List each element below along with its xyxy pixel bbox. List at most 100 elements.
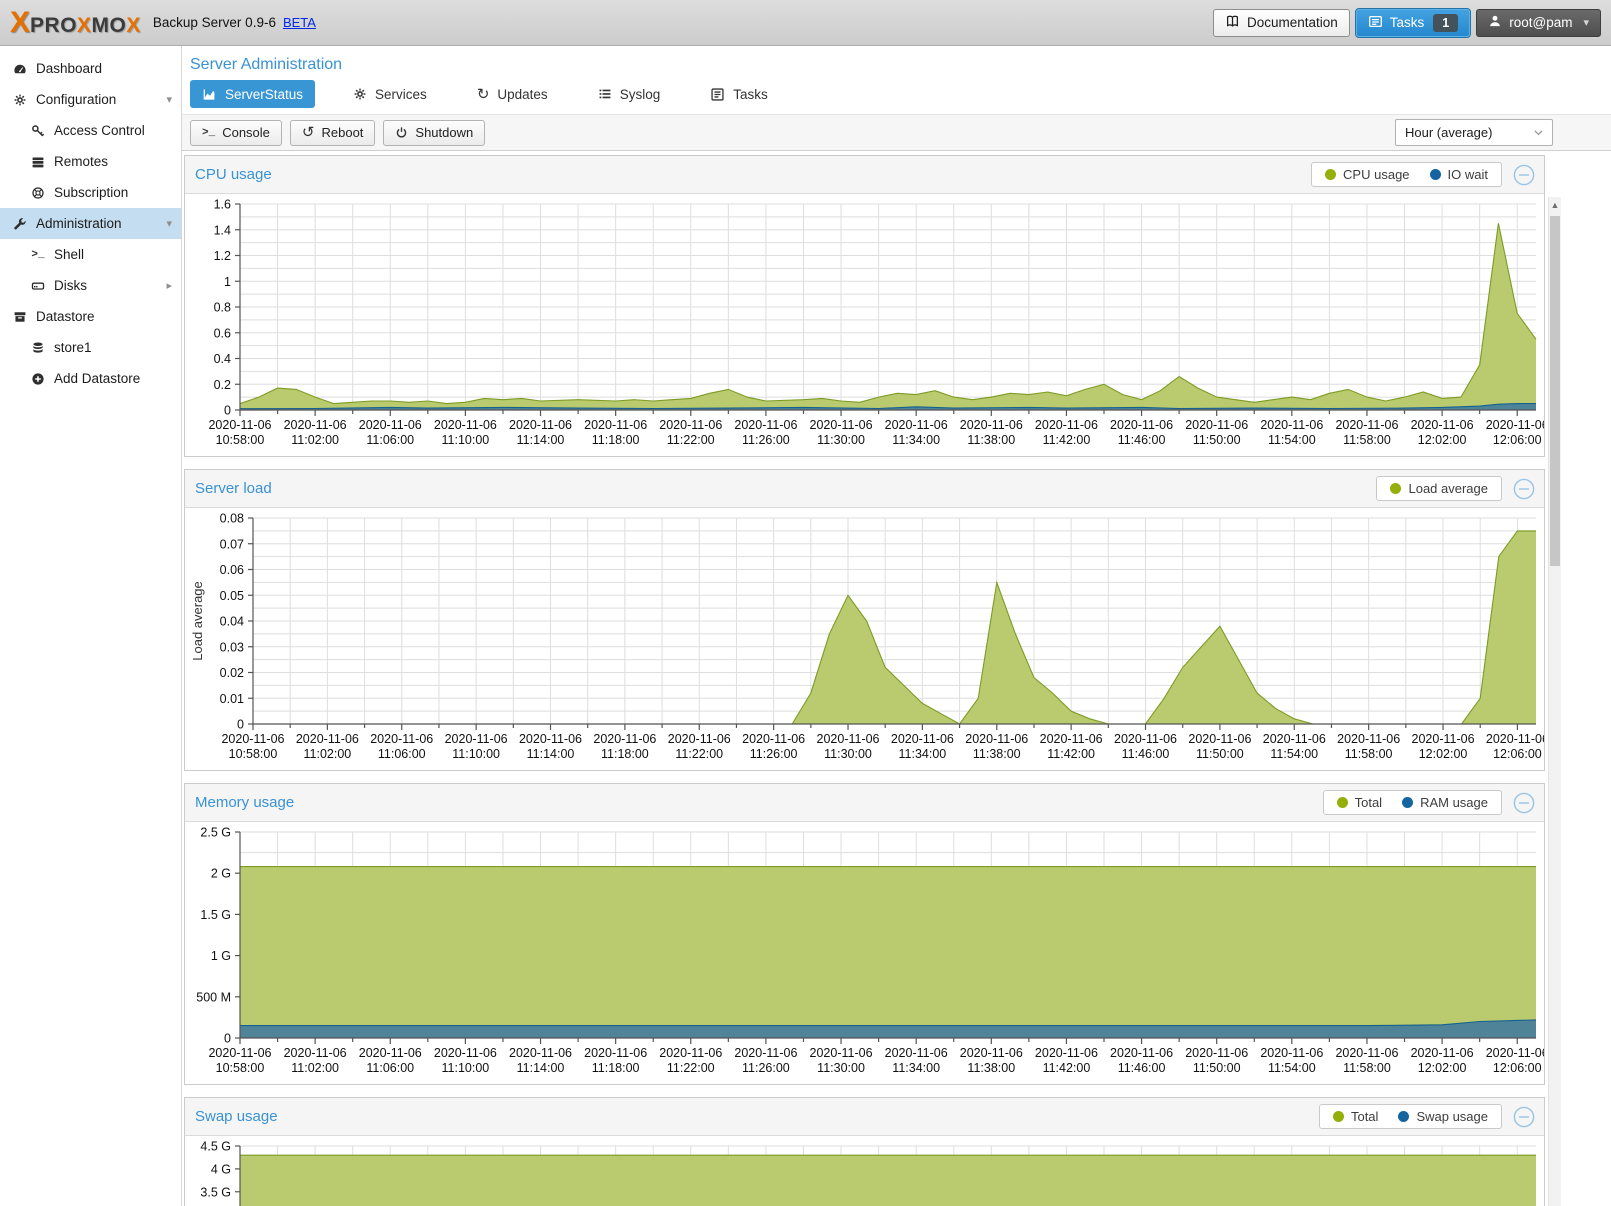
- sidebar-item-label: Remotes: [54, 154, 109, 169]
- sidebar-item-label: Shell: [54, 247, 85, 262]
- legend-label: IO wait: [1447, 167, 1488, 182]
- svg-text:11:42:00: 11:42:00: [1043, 433, 1091, 447]
- tab-label: Syslog: [619, 86, 661, 102]
- app-subtitle: Backup Server 0.9-6: [152, 15, 276, 30]
- reboot-button[interactable]: ↺ Reboot: [289, 119, 376, 146]
- tab-serverstatus[interactable]: ServerStatus: [190, 80, 316, 108]
- sidebar-item-datastore[interactable]: Datastore: [0, 301, 181, 332]
- panel-title: Swap usage: [195, 1108, 278, 1125]
- sidebar-item-label: Subscription: [54, 185, 129, 200]
- legend-dot-icon: [1325, 169, 1337, 180]
- svg-text:2020-11-06: 2020-11-06: [1188, 732, 1251, 746]
- svg-text:0.08: 0.08: [220, 512, 244, 526]
- sidebar-item-shell[interactable]: >_ Shell: [0, 239, 181, 270]
- tasks-button[interactable]: Tasks 1: [1354, 7, 1472, 38]
- svg-text:2020-11-06: 2020-11-06: [965, 732, 1028, 746]
- svg-text:2020-11-06: 2020-11-06: [1260, 1046, 1323, 1060]
- beta-link[interactable]: BETA: [282, 15, 316, 30]
- svg-text:12:02:00: 12:02:00: [1418, 433, 1467, 447]
- documentation-button[interactable]: Documentation: [1212, 8, 1350, 37]
- svg-text:0: 0: [224, 404, 231, 418]
- svg-text:2020-11-06: 2020-11-06: [434, 418, 497, 432]
- svg-text:0.05: 0.05: [220, 589, 244, 603]
- legend-dot-icon: [1398, 1111, 1410, 1122]
- svg-text:2020-11-06: 2020-11-06: [221, 732, 284, 746]
- console-button[interactable]: >_ Console: [190, 119, 282, 146]
- legend-item-load-average: Load average: [1390, 481, 1488, 496]
- collapse-panel-button[interactable]: [1512, 477, 1536, 501]
- panel-title: Server load: [195, 480, 272, 497]
- svg-text:2020-11-06: 2020-11-06: [885, 418, 948, 432]
- sidebar-item-add-datastore[interactable]: Add Datastore: [0, 363, 181, 394]
- svg-text:0.01: 0.01: [220, 692, 244, 706]
- caret-right-icon[interactable]: ▸: [166, 280, 172, 292]
- tab-services[interactable]: Services: [341, 80, 439, 108]
- sidebar-item-administration[interactable]: Administration ▾: [0, 208, 181, 239]
- svg-text:11:38:00: 11:38:00: [967, 1061, 1015, 1075]
- legend-label: Total: [1350, 1109, 1379, 1124]
- svg-text:2020-11-06: 2020-11-06: [885, 1046, 948, 1060]
- sidebar-item-dashboard[interactable]: Dashboard: [0, 53, 181, 84]
- panel-title: Memory usage: [195, 794, 295, 811]
- svg-text:2020-11-06: 2020-11-06: [509, 418, 572, 432]
- svg-text:11:54:00: 11:54:00: [1268, 433, 1316, 447]
- svg-text:2020-11-06: 2020-11-06: [359, 1046, 422, 1060]
- legend: Total Swap usage: [1318, 1104, 1502, 1129]
- caret-down-icon[interactable]: ▾: [166, 94, 172, 106]
- svg-text:2020-11-06: 2020-11-06: [1335, 1046, 1398, 1060]
- power-icon: [395, 126, 408, 139]
- svg-text:1.5 G: 1.5 G: [200, 908, 231, 922]
- sidebar-item-label: Add Datastore: [54, 371, 141, 386]
- tab-label: Services: [375, 86, 427, 102]
- svg-text:11:58:00: 11:58:00: [1343, 1061, 1391, 1075]
- sidebar-item-configuration[interactable]: Configuration ▾: [0, 84, 181, 115]
- svg-text:2020-11-06: 2020-11-06: [593, 732, 656, 746]
- svg-text:11:02:00: 11:02:00: [291, 433, 339, 447]
- svg-text:11:14:00: 11:14:00: [527, 747, 575, 761]
- svg-text:2020-11-06: 2020-11-06: [584, 418, 647, 432]
- chevron-down-icon: [1532, 126, 1545, 139]
- svg-text:11:22:00: 11:22:00: [675, 747, 723, 761]
- sidebar-item-subscription[interactable]: Subscription: [0, 177, 181, 208]
- sidebar-item-store1[interactable]: store1: [0, 332, 181, 363]
- svg-text:0.07: 0.07: [220, 537, 244, 551]
- tab-label: ServerStatus: [225, 86, 304, 102]
- svg-text:Load average: Load average: [190, 581, 205, 661]
- svg-text:2020-11-06: 2020-11-06: [1185, 418, 1248, 432]
- collapse-panel-button[interactable]: [1512, 791, 1536, 815]
- user-menu-button[interactable]: root@pam ▾: [1476, 8, 1601, 37]
- time-range-value: Hour (average): [1405, 125, 1493, 140]
- svg-text:11:34:00: 11:34:00: [892, 1061, 940, 1075]
- svg-text:11:58:00: 11:58:00: [1343, 433, 1391, 447]
- sidebar-item-access-control[interactable]: Access Control: [0, 115, 181, 146]
- svg-text:2020-11-06: 2020-11-06: [810, 1046, 873, 1060]
- vertical-scrollbar[interactable]: ▲: [1548, 197, 1561, 1206]
- tab-syslog[interactable]: Syslog: [586, 80, 673, 108]
- legend: Load average: [1376, 476, 1502, 501]
- collapse-panel-button[interactable]: [1512, 1105, 1536, 1129]
- svg-text:2020-11-06: 2020-11-06: [1486, 732, 1544, 746]
- svg-text:11:18:00: 11:18:00: [592, 433, 640, 447]
- sidebar-item-label: Datastore: [36, 309, 95, 324]
- scroll-up-arrow[interactable]: ▲: [1550, 199, 1560, 210]
- svg-text:11:54:00: 11:54:00: [1270, 747, 1318, 761]
- svg-text:10:58:00: 10:58:00: [216, 433, 265, 447]
- scrollbar-thumb[interactable]: [1550, 216, 1560, 566]
- shutdown-button[interactable]: Shutdown: [383, 119, 486, 146]
- legend-item-total: Total: [1336, 795, 1382, 810]
- sidebar-item-disks[interactable]: Disks ▸: [0, 270, 181, 301]
- svg-text:2020-11-06: 2020-11-06: [1260, 418, 1323, 432]
- svg-text:11:54:00: 11:54:00: [1268, 1061, 1316, 1075]
- legend-label: Load average: [1408, 481, 1488, 496]
- caret-down-icon[interactable]: ▾: [166, 218, 172, 230]
- tab-updates[interactable]: ↻ Updates: [465, 80, 560, 108]
- collapse-panel-button[interactable]: [1512, 163, 1536, 187]
- svg-text:2020-11-06: 2020-11-06: [1263, 732, 1326, 746]
- sidebar-item-remotes[interactable]: Remotes: [0, 146, 181, 177]
- time-range-select[interactable]: Hour (average): [1395, 119, 1553, 146]
- tab-tasks[interactable]: Tasks: [698, 80, 780, 108]
- terminal-icon: >_: [31, 248, 45, 261]
- svg-text:0.6: 0.6: [214, 326, 231, 340]
- memory-usage-panel: Memory usage Total RAM usage 0 500 M 1 G 1.5 G…: [184, 783, 1545, 1085]
